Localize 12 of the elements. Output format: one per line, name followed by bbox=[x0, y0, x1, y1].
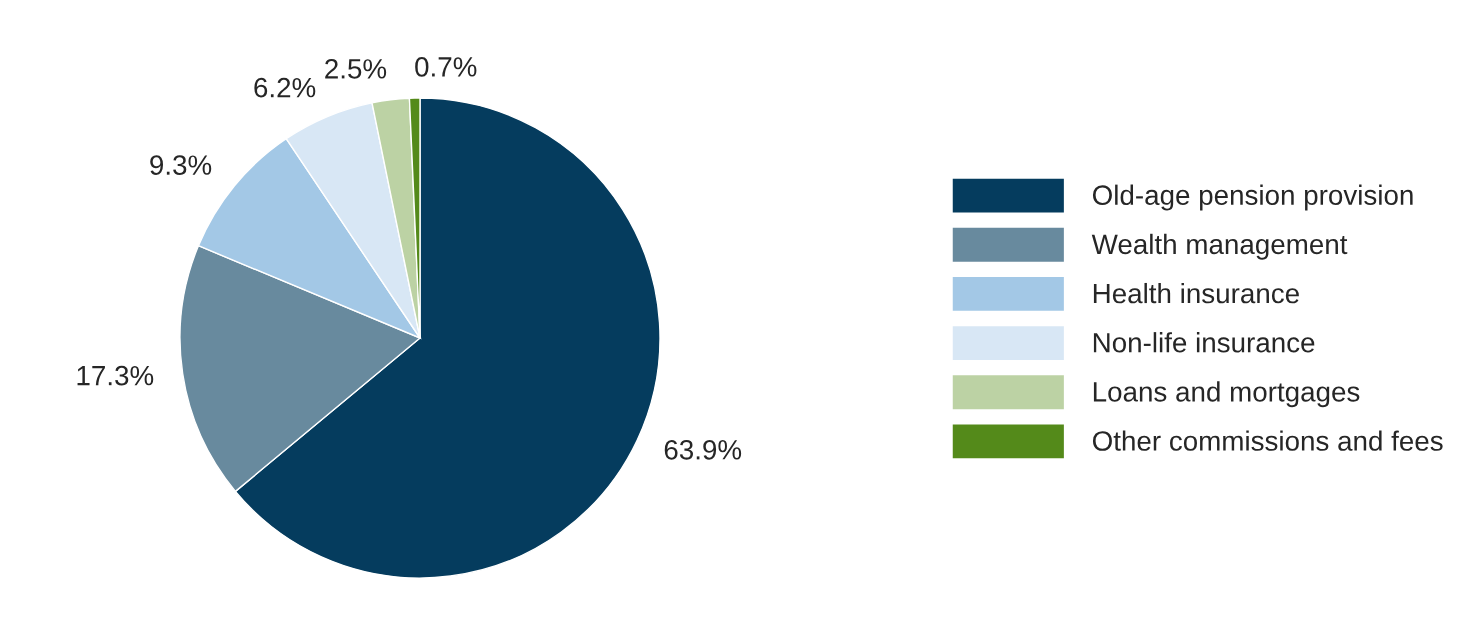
legend-label: Other commissions and fees bbox=[1092, 430, 1443, 451]
data-label: 9.3% bbox=[150, 155, 212, 175]
data-label: 0.7% bbox=[415, 57, 477, 77]
data-label: 6.2% bbox=[254, 77, 316, 98]
data-label: 2.5% bbox=[325, 59, 387, 79]
legend-label: Non-life insurance bbox=[1093, 332, 1315, 353]
legend-label: Old-age pension provision bbox=[1092, 184, 1413, 211]
legend-label: Health insurance bbox=[1093, 282, 1299, 304]
data-label: 63.9% bbox=[664, 439, 742, 460]
legend-label: Loans and mortgages bbox=[1093, 381, 1360, 408]
legend-label: Wealth management bbox=[1091, 233, 1348, 260]
data-label: 17.3% bbox=[77, 365, 154, 386]
